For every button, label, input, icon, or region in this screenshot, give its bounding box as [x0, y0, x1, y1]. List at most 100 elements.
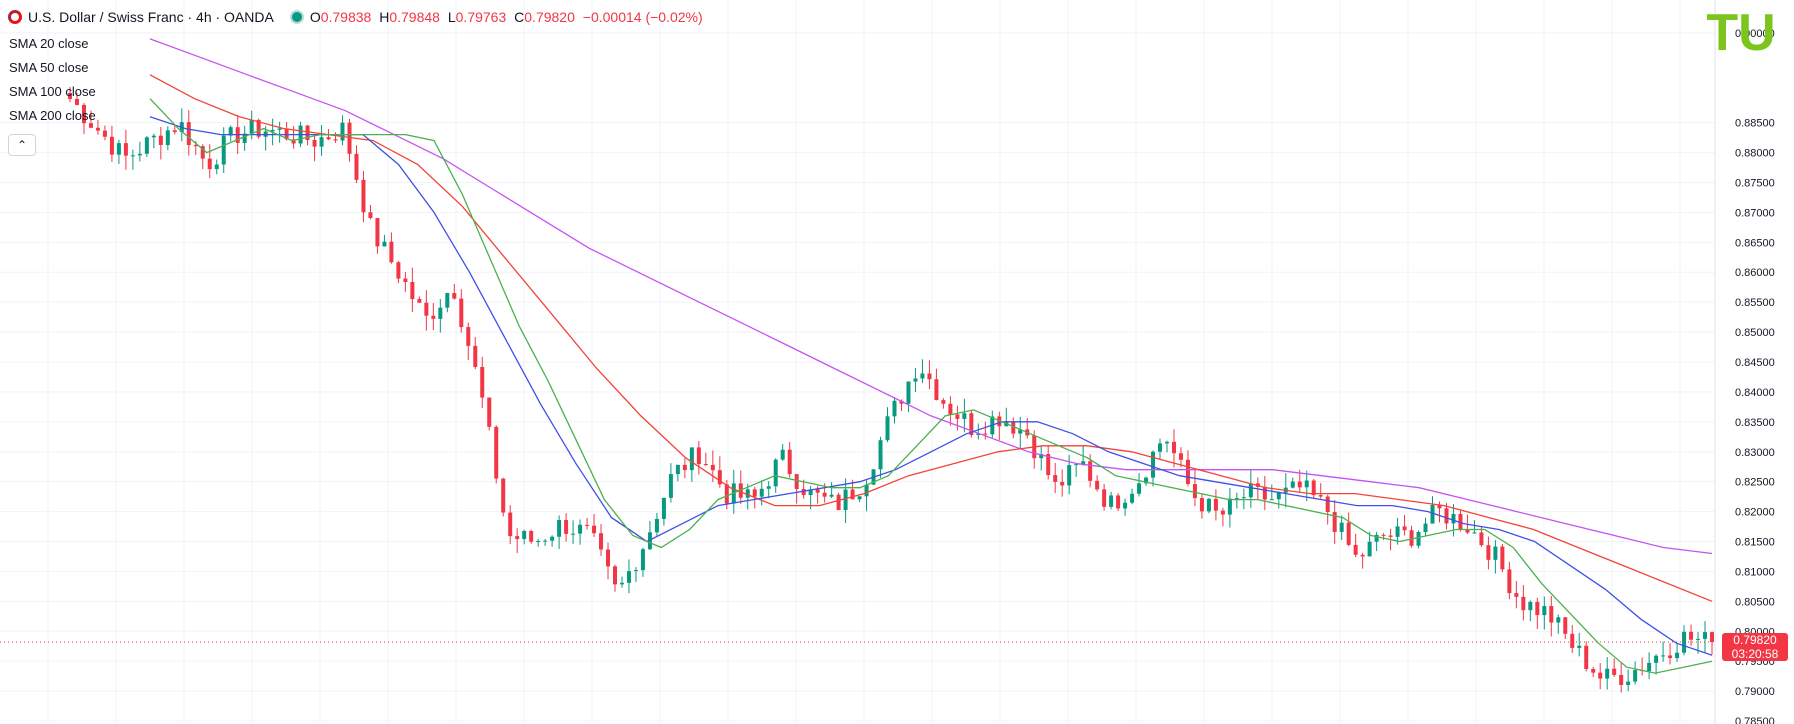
- close-value: 0.79820: [524, 9, 575, 25]
- candle-body: [745, 489, 750, 498]
- chevron-up-icon: ⌃: [16, 138, 28, 152]
- candle-body: [368, 212, 373, 218]
- indicator-list: SMA 20 close SMA 50 close SMA 100 close …: [8, 32, 707, 128]
- candle-body: [1060, 481, 1065, 486]
- candle-body: [256, 119, 261, 137]
- candle-body: [144, 137, 149, 154]
- candle-body: [913, 378, 918, 382]
- candle-body: [1346, 522, 1351, 545]
- y-tick-label: 0.81000: [1735, 566, 1775, 578]
- candle-body: [417, 299, 422, 303]
- candle-body: [354, 153, 359, 180]
- candle-body: [780, 449, 785, 460]
- candle-body: [109, 136, 114, 155]
- candle-body: [766, 486, 771, 489]
- candle-body: [1451, 513, 1456, 524]
- close-label: C: [514, 9, 525, 25]
- low-value: 0.79763: [455, 9, 507, 25]
- candle-body: [361, 179, 366, 213]
- candle-body: [1416, 532, 1421, 546]
- candle-body: [899, 400, 904, 404]
- candle-body: [1311, 480, 1316, 496]
- candle-body: [599, 533, 604, 550]
- candle-body: [857, 496, 862, 500]
- candle-body: [759, 488, 764, 497]
- candle-body: [305, 125, 310, 141]
- candle-body: [375, 217, 380, 247]
- candle-body: [445, 293, 450, 308]
- indicator-sma20[interactable]: SMA 20 close: [9, 36, 89, 51]
- candle-body: [193, 145, 198, 147]
- candle-body: [1556, 617, 1561, 623]
- candle-body: [1542, 606, 1547, 616]
- candle-body: [74, 98, 79, 105]
- candle-body: [1402, 526, 1407, 531]
- candle-body: [948, 403, 953, 415]
- candle-body: [1598, 672, 1603, 679]
- candle-body: [424, 302, 429, 316]
- candle-body: [864, 484, 869, 497]
- candle-body: [1521, 596, 1526, 611]
- candle-body: [81, 104, 86, 124]
- candle-body: [88, 123, 93, 128]
- candle-body: [1486, 545, 1491, 560]
- candle-body: [249, 119, 254, 134]
- candle-body: [710, 464, 715, 471]
- candle-body: [1102, 489, 1107, 507]
- collapse-legend-button[interactable]: ⌃: [8, 134, 36, 156]
- candle-body: [1570, 633, 1575, 648]
- candle-body: [1185, 459, 1190, 485]
- candle-body: [850, 489, 855, 500]
- candle-body: [1430, 504, 1435, 524]
- candle-body: [1395, 526, 1400, 537]
- candle-body: [207, 158, 212, 170]
- candle-body: [1549, 606, 1554, 623]
- candle-body: [1619, 674, 1624, 685]
- candle-body: [102, 130, 107, 137]
- candle-body: [557, 520, 562, 537]
- indicator-sma100[interactable]: SMA 100 close: [9, 84, 96, 99]
- candle-body: [214, 164, 219, 170]
- candle-body: [382, 241, 387, 247]
- candle-body: [1381, 534, 1386, 536]
- candle-body: [1046, 454, 1051, 476]
- candle-body: [1528, 601, 1533, 611]
- candle-body: [165, 130, 170, 146]
- candle-body: [1206, 498, 1211, 512]
- symbol-title[interactable]: U.S. Dollar / Swiss Franc · 4h · OANDA: [28, 9, 274, 25]
- y-tick-label: 0.78500: [1735, 716, 1775, 724]
- candle-body: [878, 440, 883, 470]
- candle-body: [123, 143, 128, 156]
- candle-body: [934, 379, 939, 401]
- candle-body: [1367, 541, 1372, 557]
- candle-body: [1137, 483, 1142, 494]
- candle-body: [626, 571, 631, 583]
- candle-body: [592, 525, 597, 534]
- candle-body: [158, 135, 163, 146]
- y-tick-label: 0.85500: [1735, 297, 1775, 309]
- symbol-row: U.S. Dollar / Swiss Franc · 4h · OANDA O…: [8, 8, 707, 26]
- candle-body: [822, 492, 827, 497]
- candle-body: [172, 130, 177, 133]
- market-status-icon: [289, 10, 304, 24]
- candle-body: [312, 140, 317, 147]
- candle-body: [1409, 530, 1414, 546]
- candle-body: [1116, 495, 1121, 509]
- candle-body: [585, 524, 590, 526]
- candle-body: [1053, 475, 1058, 482]
- candle-body: [1220, 510, 1225, 515]
- indicator-sma50[interactable]: SMA 50 close: [9, 60, 89, 75]
- candle-body: [619, 582, 624, 585]
- candle-body: [1234, 498, 1239, 500]
- candle-body: [347, 122, 352, 154]
- candle-body: [801, 488, 806, 496]
- candle-body: [1423, 523, 1428, 533]
- indicator-sma200[interactable]: SMA 200 close: [9, 108, 96, 123]
- candle-body: [1074, 464, 1079, 466]
- candle-body: [1276, 492, 1281, 500]
- candle-body: [284, 128, 289, 140]
- y-tick-label: 0.83500: [1735, 417, 1775, 429]
- candle-body: [661, 497, 666, 519]
- candle-body: [955, 414, 960, 419]
